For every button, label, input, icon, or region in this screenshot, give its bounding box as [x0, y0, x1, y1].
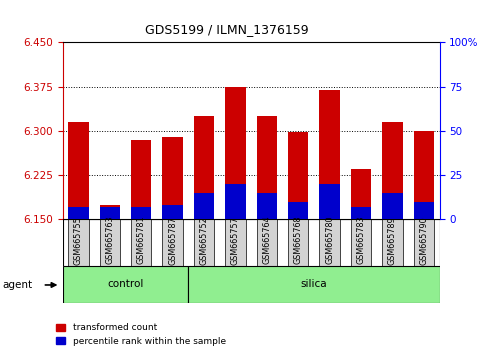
Text: GSM665780: GSM665780: [325, 216, 334, 264]
Bar: [68, 219, 89, 266]
Bar: [63, 266, 188, 303]
Text: GSM665755: GSM665755: [74, 216, 83, 264]
Bar: [319, 219, 340, 266]
Bar: [99, 219, 120, 266]
Bar: [413, 202, 434, 219]
Bar: [194, 116, 214, 219]
Bar: [68, 207, 89, 219]
Text: silica: silica: [300, 279, 327, 289]
Bar: [319, 184, 340, 219]
Bar: [256, 116, 277, 219]
Text: control: control: [107, 279, 144, 289]
Bar: [319, 90, 340, 219]
Bar: [382, 122, 403, 219]
Bar: [162, 137, 183, 219]
Bar: [131, 140, 152, 219]
Bar: [194, 219, 214, 266]
Text: GSM665768: GSM665768: [294, 216, 303, 264]
Text: GSM665781: GSM665781: [137, 216, 146, 264]
Bar: [288, 132, 309, 219]
Text: agent: agent: [2, 280, 32, 290]
Bar: [288, 202, 309, 219]
Bar: [68, 122, 89, 219]
Text: GDS5199 / ILMN_1376159: GDS5199 / ILMN_1376159: [145, 23, 309, 36]
Bar: [256, 193, 277, 219]
Text: GSM665783: GSM665783: [356, 216, 366, 264]
Bar: [188, 266, 440, 303]
Bar: [351, 169, 371, 219]
Bar: [351, 207, 371, 219]
Bar: [131, 207, 152, 219]
Bar: [225, 87, 246, 219]
Text: GSM665790: GSM665790: [419, 216, 428, 264]
Bar: [351, 219, 371, 266]
Text: GSM665763: GSM665763: [105, 216, 114, 264]
Bar: [162, 219, 183, 266]
Bar: [99, 207, 120, 219]
Bar: [162, 205, 183, 219]
Bar: [382, 219, 403, 266]
Bar: [99, 205, 120, 219]
Bar: [382, 193, 403, 219]
Bar: [288, 219, 309, 266]
Text: GSM665752: GSM665752: [199, 216, 209, 264]
Bar: [225, 184, 246, 219]
Bar: [413, 131, 434, 219]
Bar: [413, 219, 434, 266]
Text: GSM665789: GSM665789: [388, 216, 397, 264]
Text: GSM665757: GSM665757: [231, 216, 240, 264]
Legend: transformed count, percentile rank within the sample: transformed count, percentile rank withi…: [53, 320, 229, 349]
Text: GSM665764: GSM665764: [262, 216, 271, 264]
Text: GSM665787: GSM665787: [168, 216, 177, 264]
Bar: [225, 219, 246, 266]
Bar: [256, 219, 277, 266]
Bar: [131, 219, 152, 266]
Bar: [194, 193, 214, 219]
